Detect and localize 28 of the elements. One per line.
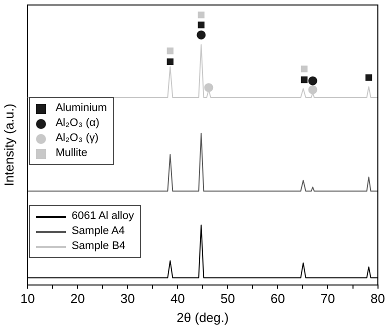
point	[198, 12, 205, 18]
legend-label: Sample A4	[72, 224, 125, 240]
x-tick-label: 70	[320, 291, 335, 306]
y-axis-title: Intensity (a.u.)	[1, 104, 16, 186]
legend-label: Al₂O₃ (γ)	[56, 131, 99, 146]
x-axis-title: 2θ (deg.)	[176, 310, 229, 325]
x-tick-label: 40	[170, 291, 185, 306]
point	[308, 76, 318, 86]
x-tick-label: 80	[370, 291, 386, 306]
x-tick-label: 50	[220, 291, 235, 306]
legend-label: 6061 Al alloy	[72, 209, 134, 224]
x-tick-label: 60	[270, 291, 285, 306]
x-tick-label: 20	[70, 291, 85, 306]
point	[365, 74, 372, 81]
legend-label: Sample B4	[72, 239, 126, 254]
point	[204, 83, 214, 92]
legend-label: Aluminium	[56, 101, 107, 116]
point	[300, 66, 308, 72]
x-tick-label: 30	[120, 291, 135, 306]
point	[308, 85, 318, 94]
point	[198, 22, 205, 28]
legend-label: Al₂O₃ (α)	[56, 116, 100, 132]
legend-label: Mullite	[56, 146, 88, 162]
point	[166, 48, 174, 54]
point	[166, 58, 174, 65]
point	[300, 76, 308, 84]
x-tick-label: 10	[20, 291, 35, 306]
point	[196, 30, 206, 40]
